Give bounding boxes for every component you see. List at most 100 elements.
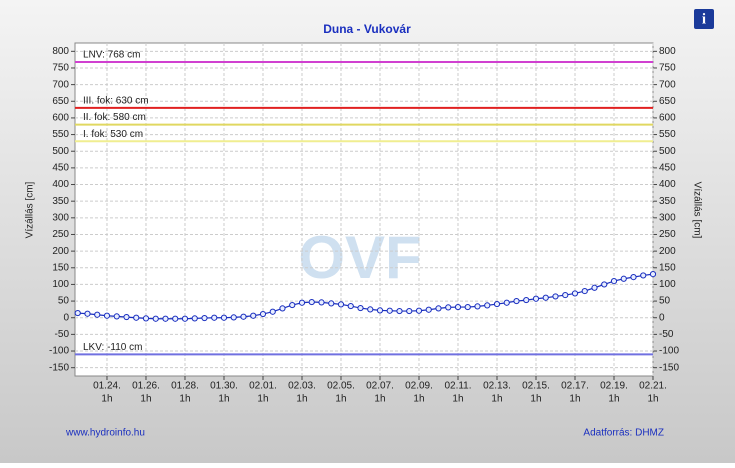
data-point bbox=[503, 299, 510, 306]
data-point bbox=[367, 306, 374, 313]
x-tick-time: 1h bbox=[335, 394, 346, 405]
x-tick-label: 02.17. bbox=[561, 381, 589, 392]
x-tick-label: 02.11. bbox=[444, 381, 471, 392]
data-point bbox=[113, 313, 120, 320]
data-point bbox=[640, 272, 647, 279]
footer-link[interactable]: www.hydroinfo.hu bbox=[65, 428, 145, 439]
data-point bbox=[201, 314, 208, 322]
data-point bbox=[601, 281, 608, 288]
y-tick-label: 450 bbox=[52, 163, 69, 174]
x-tick-time: 1h bbox=[530, 394, 541, 405]
data-point bbox=[454, 303, 462, 311]
data-point bbox=[581, 287, 588, 295]
data-point bbox=[74, 309, 81, 317]
data-point bbox=[84, 310, 91, 317]
y-tick-label: 300 bbox=[52, 212, 69, 223]
y2-tick-label: 650 bbox=[659, 96, 676, 107]
reference-label: III. fok: 630 cm bbox=[83, 96, 149, 107]
y2-tick-label: 800 bbox=[659, 46, 676, 57]
y-tick-label: 750 bbox=[52, 63, 69, 74]
data-point bbox=[133, 314, 140, 321]
data-point bbox=[630, 273, 637, 281]
data-point bbox=[191, 315, 198, 322]
data-point bbox=[474, 303, 481, 310]
x-tick-label: 02.05. bbox=[327, 381, 355, 392]
x-tick-label: 01.24. bbox=[93, 381, 121, 392]
y2-tick-label: 300 bbox=[659, 212, 676, 223]
data-point bbox=[230, 314, 237, 321]
reference-label: II. fok: 580 cm bbox=[83, 112, 146, 123]
x-tick-label: 01.28. bbox=[171, 381, 199, 392]
data-point bbox=[123, 313, 130, 321]
x-tick-label: 02.21. bbox=[639, 381, 667, 392]
x-tick-time: 1h bbox=[140, 394, 151, 405]
y2-tick-label: -100 bbox=[659, 346, 679, 357]
data-point bbox=[181, 315, 189, 322]
data-point bbox=[406, 307, 413, 315]
data-point bbox=[162, 315, 169, 322]
data-point bbox=[298, 299, 306, 306]
data-point bbox=[318, 299, 325, 306]
y-tick-label: 650 bbox=[52, 96, 69, 107]
y2-tick-label: 450 bbox=[659, 163, 676, 174]
data-point bbox=[523, 296, 530, 304]
data-point bbox=[532, 295, 540, 302]
x-tick-time: 1h bbox=[647, 394, 658, 405]
y-tick-label: -100 bbox=[49, 346, 69, 357]
data-point bbox=[571, 290, 579, 297]
y2-tick-label: 150 bbox=[659, 262, 676, 273]
y-tick-label: 550 bbox=[52, 129, 69, 140]
data-point bbox=[142, 315, 150, 322]
x-tick-label: 02.03. bbox=[288, 381, 316, 392]
info-icon[interactable]: i bbox=[702, 11, 706, 27]
x-tick-time: 1h bbox=[491, 394, 502, 405]
x-tick-time: 1h bbox=[608, 394, 619, 405]
data-point bbox=[445, 304, 452, 311]
data-point bbox=[152, 315, 159, 322]
data-point bbox=[493, 300, 501, 308]
y-tick-label: 800 bbox=[52, 46, 69, 57]
reference-label: LKV: -110 cm bbox=[83, 342, 142, 353]
data-point bbox=[415, 307, 423, 314]
y-tick-label: 700 bbox=[52, 79, 69, 90]
data-point bbox=[620, 275, 627, 282]
y2-tick-label: 350 bbox=[659, 196, 676, 207]
info-button[interactable] bbox=[694, 9, 714, 29]
data-point bbox=[484, 302, 491, 309]
data-point bbox=[103, 312, 111, 319]
data-point bbox=[464, 303, 471, 311]
y2-tick-label: 400 bbox=[659, 179, 676, 190]
y-tick-label: 200 bbox=[52, 246, 69, 257]
data-point bbox=[250, 312, 257, 319]
y-tick-label: -50 bbox=[55, 329, 70, 340]
data-point bbox=[259, 310, 267, 318]
x-tick-label: 01.26. bbox=[132, 381, 160, 392]
data-point bbox=[289, 301, 296, 309]
data-point bbox=[279, 305, 286, 312]
data-point bbox=[328, 300, 335, 307]
reference-label: LNV: 768 cm bbox=[83, 50, 140, 61]
y2-tick-label: -150 bbox=[659, 362, 679, 373]
x-tick-label: 02.09. bbox=[405, 381, 433, 392]
y2-tick-label: 100 bbox=[659, 279, 676, 290]
data-point bbox=[308, 298, 315, 306]
y-tick-label: 50 bbox=[58, 296, 70, 307]
plot-area bbox=[74, 42, 654, 377]
y2-axis-title: Vízállás [cm] bbox=[691, 182, 702, 239]
data-point bbox=[610, 277, 618, 285]
x-tick-time: 1h bbox=[413, 394, 424, 405]
y2-tick-label: 50 bbox=[659, 296, 671, 307]
y-tick-label: 350 bbox=[52, 196, 69, 207]
data-point bbox=[94, 311, 101, 318]
x-tick-time: 1h bbox=[218, 394, 229, 405]
x-tick-label: 02.01. bbox=[249, 381, 277, 392]
data-point bbox=[513, 297, 520, 305]
x-tick-label: 02.15. bbox=[522, 381, 550, 392]
y-tick-label: 250 bbox=[52, 229, 69, 240]
y-tick-label: 0 bbox=[63, 312, 69, 323]
data-point bbox=[396, 307, 403, 315]
y2-tick-label: -50 bbox=[659, 329, 674, 340]
data-point bbox=[425, 306, 432, 313]
